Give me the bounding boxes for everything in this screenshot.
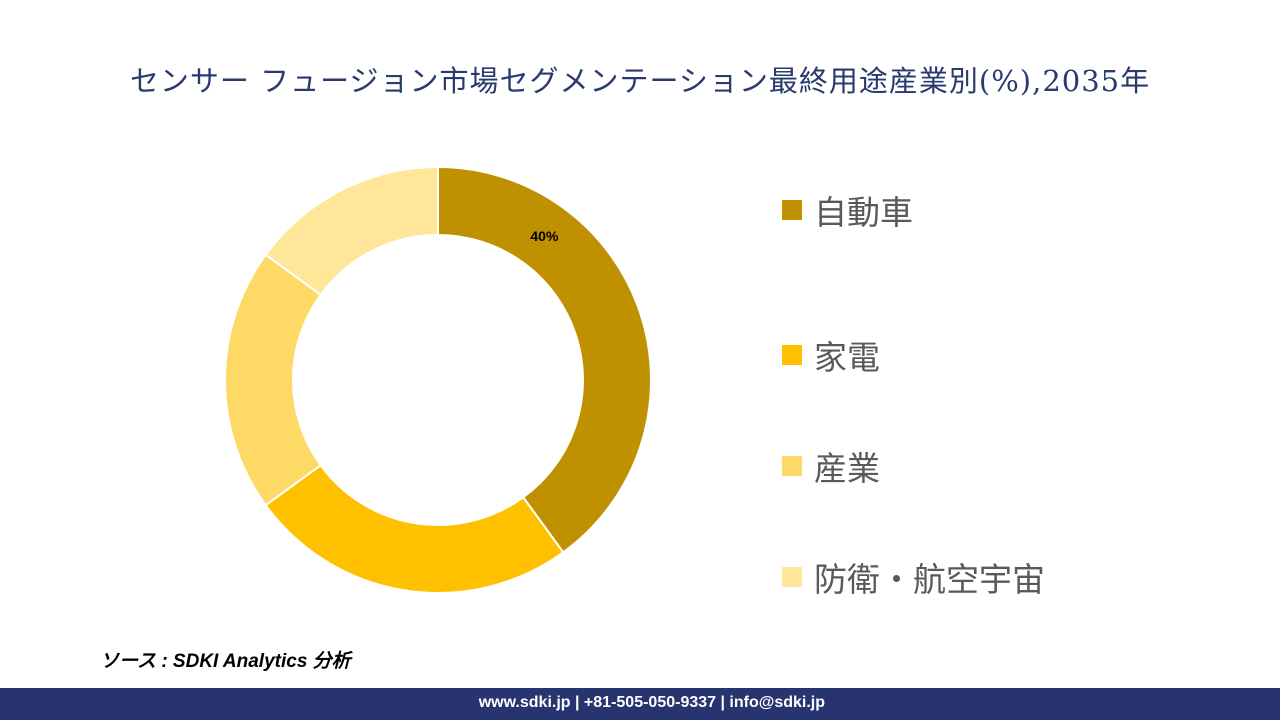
footer-contact: www.sdki.jp | +81-505-050-9337 | info@sd… — [478, 694, 825, 711]
legend-swatch — [782, 455, 802, 476]
chart-title: センサー フュージョン市場セグメンテーション最終用途産業別(%),2035年 — [129, 64, 1151, 98]
legend-item-automotive: 自動車 — [782, 188, 1045, 232]
legend-swatch — [782, 200, 802, 220]
legend-label: 家電 — [814, 337, 880, 377]
donut-slice-3 — [264, 165, 439, 297]
donut-slice-0 — [437, 165, 652, 554]
legend-label: 自動車 — [814, 193, 913, 232]
legend: 自動車 家電 産業 防衛・航空宇宙 — [782, 188, 1045, 632]
donut-slice-2 — [224, 253, 323, 507]
legend-label: 産業 — [814, 448, 880, 488]
data-label: 40% — [530, 228, 559, 244]
footer-bar: www.sdki.jp | +81-505-050-9337 | info@sd… — [0, 688, 1280, 720]
legend-swatch — [782, 566, 802, 587]
donut-chart: 40% — [224, 165, 652, 594]
legend-label: 防衛・航空宇宙 — [814, 559, 1045, 599]
legend-swatch — [782, 344, 802, 365]
source-note: ソース : SDKI Analytics 分析 — [100, 651, 351, 672]
donut-slice-1 — [264, 463, 565, 594]
legend-item-consumer-electronics: 家電 — [782, 299, 1045, 410]
legend-item-industrial: 産業 — [782, 410, 1045, 521]
legend-item-defense-aerospace: 防衛・航空宇宙 — [782, 521, 1045, 632]
